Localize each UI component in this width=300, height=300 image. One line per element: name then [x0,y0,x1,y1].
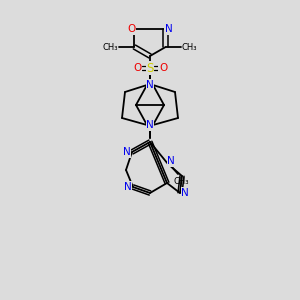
Text: N: N [124,182,132,192]
Text: N: N [165,24,172,34]
Text: N: N [181,188,189,198]
Text: O: O [133,63,141,73]
Text: O: O [127,24,136,34]
Text: CH₃: CH₃ [173,176,189,185]
Text: N: N [146,120,154,130]
Text: N: N [123,147,131,157]
Text: CH₃: CH₃ [182,43,197,52]
Text: N: N [167,156,175,166]
Text: S: S [146,61,154,74]
Text: O: O [159,63,167,73]
Text: CH₃: CH₃ [103,43,118,52]
Text: N: N [146,80,154,90]
